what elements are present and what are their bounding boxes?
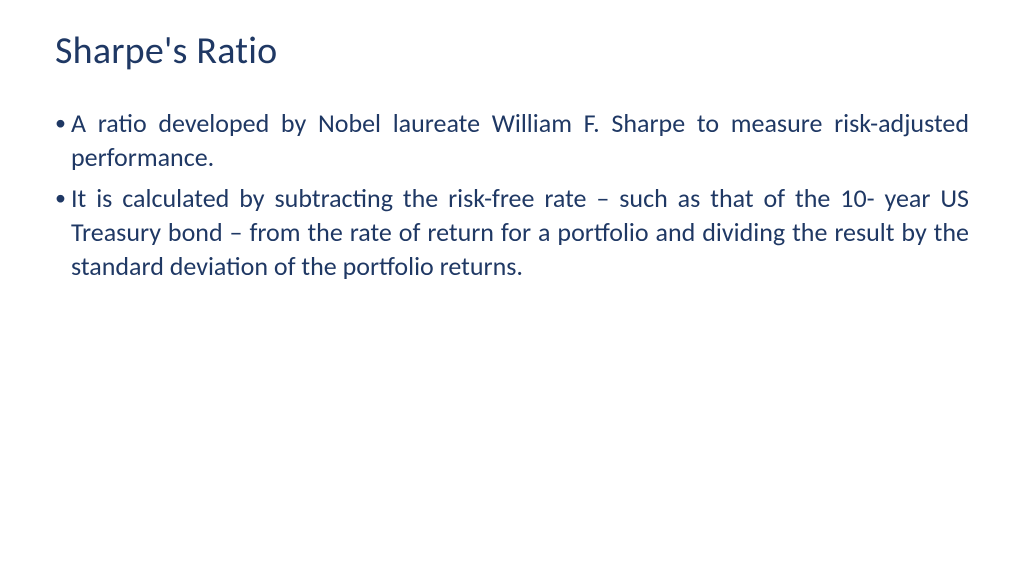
bullet-item: It is calculated by subtracting the risk… [55,181,969,284]
body-list: A ratio developed by Nobel laureate Will… [55,106,969,284]
bullet-item: A ratio developed by Nobel laureate Will… [55,106,969,175]
slide-title: Sharpe's Ratio [55,28,969,74]
slide: Sharpe's Ratio A ratio developed by Nobe… [0,0,1024,576]
